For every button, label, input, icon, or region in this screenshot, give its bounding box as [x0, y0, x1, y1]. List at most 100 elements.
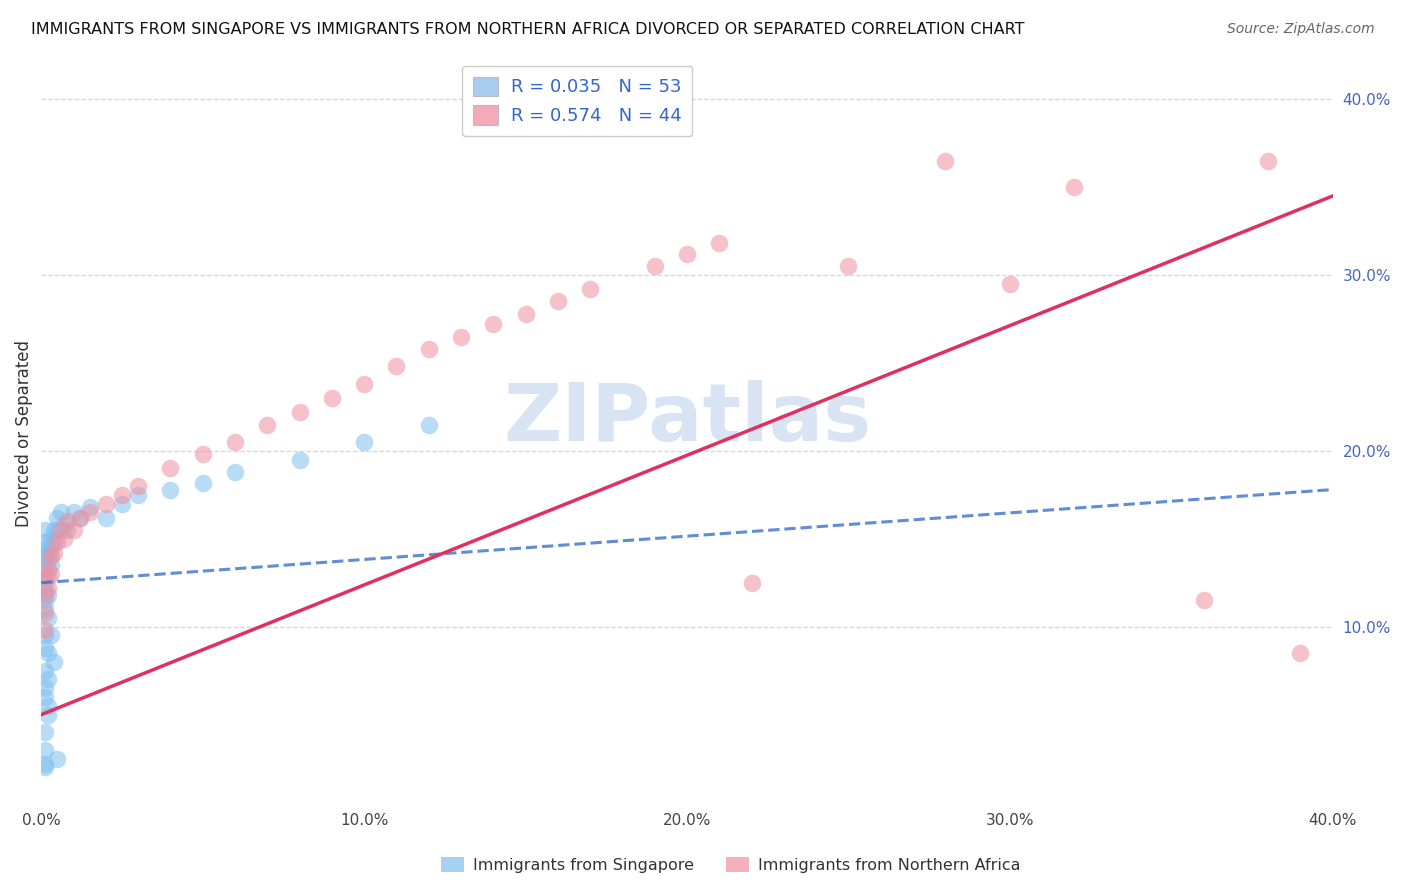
Point — [353, 377, 375, 392]
Point — [46, 535, 69, 549]
Point — [34, 690, 56, 704]
Text: IMMIGRANTS FROM SINGAPORE VS IMMIGRANTS FROM NORTHERN AFRICA DIVORCED OR SEPARAT: IMMIGRANTS FROM SINGAPORE VS IMMIGRANTS … — [31, 22, 1025, 37]
Point — [34, 588, 56, 602]
Point — [547, 294, 569, 309]
Point — [37, 588, 59, 602]
Point — [62, 523, 84, 537]
Point — [450, 329, 472, 343]
Point — [934, 153, 956, 168]
Point — [353, 435, 375, 450]
Point — [34, 640, 56, 655]
Point — [34, 624, 56, 638]
Point — [385, 359, 408, 374]
Point — [998, 277, 1021, 291]
Point — [69, 510, 91, 524]
Point — [159, 461, 181, 475]
Point — [34, 606, 56, 620]
Point — [39, 532, 62, 546]
Point — [46, 751, 69, 765]
Point — [94, 497, 117, 511]
Y-axis label: Divorced or Separated: Divorced or Separated — [15, 340, 32, 527]
Point — [62, 505, 84, 519]
Point — [37, 646, 59, 660]
Point — [224, 465, 246, 479]
Point — [49, 505, 72, 519]
Point — [52, 517, 75, 532]
Point — [709, 236, 731, 251]
Point — [39, 628, 62, 642]
Point — [37, 553, 59, 567]
Point — [56, 523, 79, 537]
Point — [34, 566, 56, 581]
Point — [321, 391, 343, 405]
Point — [288, 405, 311, 419]
Point — [37, 698, 59, 713]
Point — [127, 479, 149, 493]
Point — [39, 558, 62, 573]
Text: ZIPatlas: ZIPatlas — [503, 379, 872, 458]
Point — [37, 581, 59, 595]
Point — [44, 655, 66, 669]
Point — [579, 282, 602, 296]
Point — [34, 549, 56, 564]
Point — [741, 575, 763, 590]
Point — [191, 447, 214, 461]
Point — [34, 523, 56, 537]
Point — [37, 564, 59, 578]
Point — [256, 417, 278, 432]
Point — [79, 500, 101, 515]
Legend: Immigrants from Singapore, Immigrants from Northern Africa: Immigrants from Singapore, Immigrants fr… — [434, 851, 1028, 880]
Point — [34, 535, 56, 549]
Point — [34, 681, 56, 696]
Point — [644, 259, 666, 273]
Point — [34, 760, 56, 774]
Point — [34, 743, 56, 757]
Point — [111, 497, 134, 511]
Point — [418, 342, 440, 356]
Point — [482, 318, 505, 332]
Point — [191, 475, 214, 490]
Point — [34, 628, 56, 642]
Point — [34, 541, 56, 555]
Point — [39, 549, 62, 564]
Point — [837, 259, 859, 273]
Point — [37, 673, 59, 687]
Point — [39, 566, 62, 581]
Point — [34, 756, 56, 771]
Point — [34, 570, 56, 584]
Point — [69, 510, 91, 524]
Point — [49, 523, 72, 537]
Point — [94, 510, 117, 524]
Point — [44, 546, 66, 560]
Point — [288, 452, 311, 467]
Point — [46, 510, 69, 524]
Point — [1063, 180, 1085, 194]
Point — [46, 523, 69, 537]
Point — [79, 505, 101, 519]
Point — [1257, 153, 1279, 168]
Point — [34, 664, 56, 678]
Point — [34, 602, 56, 616]
Point — [37, 611, 59, 625]
Legend: R = 0.035   N = 53, R = 0.574   N = 44: R = 0.035 N = 53, R = 0.574 N = 44 — [463, 66, 692, 136]
Text: Source: ZipAtlas.com: Source: ZipAtlas.com — [1227, 22, 1375, 37]
Point — [34, 584, 56, 599]
Point — [111, 488, 134, 502]
Point — [676, 247, 699, 261]
Point — [52, 532, 75, 546]
Point — [56, 514, 79, 528]
Point — [34, 558, 56, 573]
Point — [37, 546, 59, 560]
Point — [1289, 646, 1312, 660]
Point — [44, 523, 66, 537]
Point — [37, 707, 59, 722]
Point — [39, 541, 62, 555]
Point — [515, 307, 537, 321]
Point — [127, 488, 149, 502]
Point — [34, 725, 56, 739]
Point — [418, 417, 440, 432]
Point — [37, 570, 59, 584]
Point — [34, 575, 56, 590]
Point — [34, 593, 56, 607]
Point — [1192, 593, 1215, 607]
